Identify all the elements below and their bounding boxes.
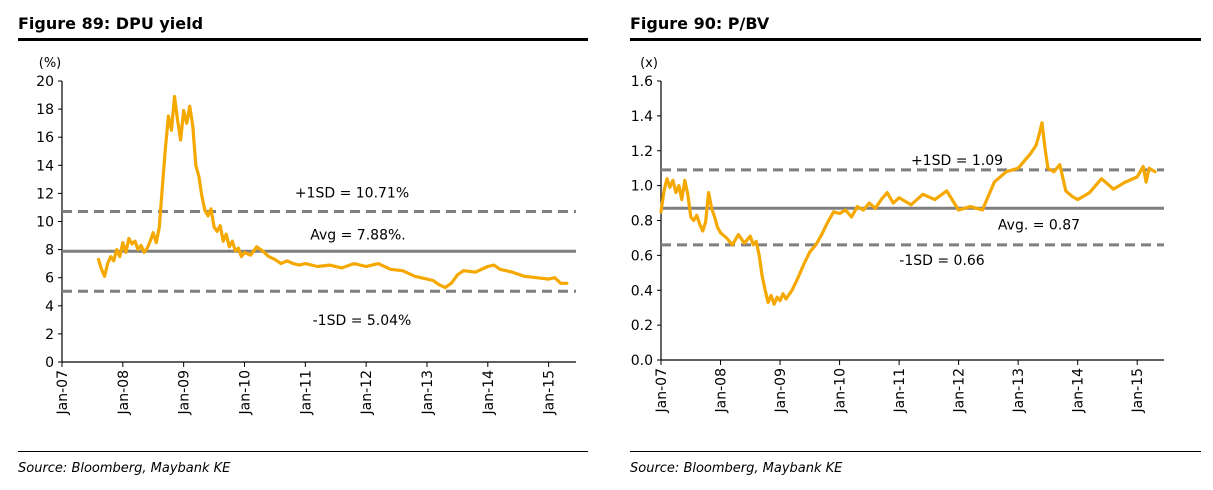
x-tick-label: Jan-10 — [833, 368, 849, 413]
reference-line-label: +1SD = 10.71% — [295, 186, 409, 202]
y-tick-label: 4 — [45, 299, 54, 315]
source-note: Source: Bloomberg, Maybank KE — [18, 461, 231, 476]
figure-title: Figure 89: DPU yield — [18, 14, 204, 33]
reference-line-label: -1SD = 0.66 — [899, 253, 985, 269]
y-tick-label: 10 — [36, 215, 54, 231]
reference-line-label: Avg = 7.88%. — [310, 227, 405, 243]
pbv-panel: Figure 90: P/BV (x) 0.0 0.2 0.4 0.6 0.8 1.0 1.2… — [612, 0, 1213, 490]
y-tick-label: 0.6 — [631, 248, 653, 264]
x-tick-label: Jan-08 — [714, 368, 730, 413]
reference-line-label: Avg. = 0.87 — [998, 217, 1080, 233]
y-tick-label: 16 — [36, 130, 54, 146]
y-tick-label: 1.0 — [631, 179, 653, 195]
x-tick-label: Jan-11 — [298, 370, 314, 415]
y-tick-label: 0.8 — [631, 214, 653, 230]
x-tick-label: Jan-11 — [892, 368, 908, 413]
source-rule — [630, 451, 1201, 452]
x-tick-label: Jan-09 — [773, 368, 789, 413]
y-tick-label: 1.2 — [631, 144, 653, 160]
y-tick-label: 6 — [45, 271, 54, 287]
unit-label: (%) — [39, 56, 62, 71]
x-tick-label: Jan-07 — [55, 370, 71, 415]
dpu-yield-chart: (%) 0 2 4 6 8 10 12 14 16 18 20 Jan-07 Jan-08 Jan-09 Ja… — [36, 56, 576, 416]
dpu-yield-panel: Figure 89: DPU yield (%) 0 2 4 6 8 10 12 14 16 18 2… — [0, 0, 600, 490]
y-tick-label: 14 — [36, 158, 54, 174]
pbv-chart: (x) 0.0 0.2 0.4 0.6 0.8 1.0 1.2 1.4 1.6 Jan-07 Jan-… — [631, 56, 1164, 414]
y-tick-label: 18 — [36, 102, 54, 118]
x-tick-label: Jan-07 — [654, 368, 670, 413]
x-tick-label: Jan-09 — [177, 370, 193, 415]
y-tick-label: 0.0 — [631, 353, 653, 369]
x-tick-label: Jan-12 — [359, 370, 375, 415]
y-tick-label: 0.2 — [631, 318, 653, 334]
x-tick-label: Jan-08 — [116, 370, 132, 415]
source-rule — [18, 451, 588, 452]
series-line — [659, 121, 1157, 306]
x-tick-label: Jan-14 — [1071, 368, 1087, 414]
y-tick-label: 20 — [36, 74, 54, 90]
unit-label: (x) — [640, 56, 658, 71]
y-tick-label: 1.6 — [631, 74, 653, 90]
x-tick-label: Jan-15 — [542, 370, 558, 415]
y-tick-label: 0.4 — [631, 283, 653, 299]
y-tick-label: 0 — [45, 355, 54, 371]
y-tick-label: 2 — [45, 327, 54, 343]
x-tick-label: Jan-12 — [952, 368, 968, 413]
reference-line-label: +1SD = 1.09 — [911, 153, 1003, 169]
reference-line-label: -1SD = 5.04% — [313, 313, 412, 329]
x-tick-label: Jan-13 — [1011, 368, 1027, 413]
x-tick-label: Jan-15 — [1130, 368, 1146, 413]
title-rule — [18, 38, 588, 41]
x-tick-label: Jan-14 — [481, 370, 497, 416]
figure-title: Figure 90: P/BV — [630, 14, 770, 33]
x-tick-label: Jan-10 — [237, 370, 253, 415]
y-tick-label: 12 — [36, 186, 54, 202]
y-tick-label: 8 — [45, 243, 54, 259]
y-tick-label: 1.4 — [631, 109, 653, 125]
x-tick-label: Jan-13 — [420, 370, 436, 415]
series-line — [96, 94, 569, 290]
source-note: Source: Bloomberg, Maybank KE — [630, 461, 843, 476]
title-rule — [630, 38, 1201, 41]
